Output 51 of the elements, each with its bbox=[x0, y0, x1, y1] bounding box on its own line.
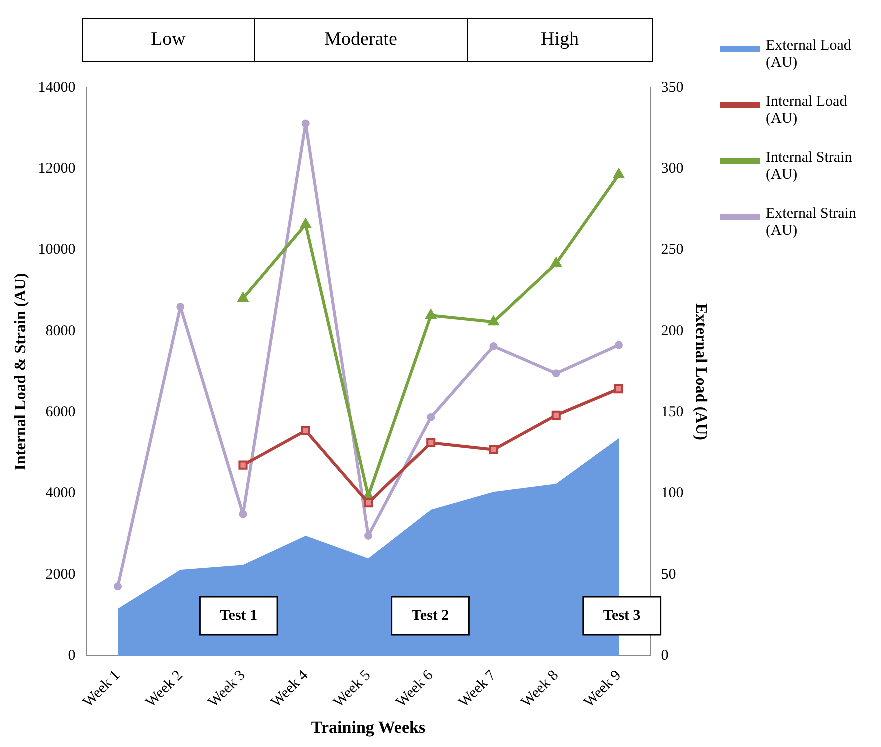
point bbox=[489, 445, 498, 454]
point bbox=[301, 426, 310, 436]
x-axis-title: Training Weeks bbox=[311, 718, 426, 738]
legend-label: External Strain (AU) bbox=[766, 206, 858, 240]
legend-label: External Load (AU) bbox=[766, 38, 852, 72]
y-tick-label: 2000 bbox=[46, 566, 76, 583]
y2-tick-label: 350 bbox=[661, 80, 684, 96]
point bbox=[364, 532, 372, 540]
point bbox=[614, 168, 624, 178]
legend-label: Internal Load (AU) bbox=[766, 94, 848, 128]
y2-tick-label: 300 bbox=[661, 161, 684, 178]
point bbox=[302, 120, 310, 128]
annotation: Test 3 bbox=[603, 608, 641, 624]
point bbox=[614, 341, 623, 350]
y2-tick-label: 150 bbox=[661, 404, 684, 421]
y2-tick-label: 0 bbox=[661, 648, 669, 664]
point bbox=[426, 310, 436, 320]
y2-tick-label: 200 bbox=[661, 323, 684, 340]
y2-tick-label: 100 bbox=[661, 486, 684, 502]
point bbox=[490, 342, 498, 350]
point bbox=[551, 258, 562, 268]
point bbox=[427, 413, 436, 422]
y-tick-label: 4000 bbox=[46, 486, 76, 502]
text: Low bbox=[82, 18, 255, 62]
y-tick-label: 14000 bbox=[38, 80, 76, 96]
legend-label: Internal Strain (AU) bbox=[766, 150, 854, 184]
point bbox=[114, 582, 122, 591]
point bbox=[552, 410, 561, 420]
point bbox=[364, 498, 374, 508]
text: Moderate bbox=[254, 18, 468, 62]
y-tick-label: 6000 bbox=[46, 404, 76, 421]
point bbox=[552, 370, 560, 378]
point bbox=[614, 384, 624, 394]
y-tick-label: 12000 bbox=[38, 161, 76, 178]
y-axis-title: Internal Load & Strain (AU) bbox=[12, 273, 30, 471]
point bbox=[488, 316, 500, 326]
y2-tick-label: 50 bbox=[661, 566, 676, 583]
y2-tick-label: 250 bbox=[661, 242, 684, 258]
point bbox=[238, 460, 248, 470]
point bbox=[238, 292, 249, 302]
annotation: Test 2 bbox=[412, 608, 450, 624]
annotation: Test 1 bbox=[220, 608, 258, 624]
point bbox=[300, 218, 312, 228]
point bbox=[176, 303, 185, 312]
point bbox=[239, 510, 248, 518]
y-tick-label: 8000 bbox=[46, 323, 76, 340]
text: High bbox=[467, 18, 653, 62]
y2-axis-title: External Load (AU) bbox=[692, 304, 710, 440]
y-tick-label: 10000 bbox=[38, 242, 76, 258]
y-tick-label: 0 bbox=[68, 648, 76, 664]
point bbox=[426, 438, 436, 448]
